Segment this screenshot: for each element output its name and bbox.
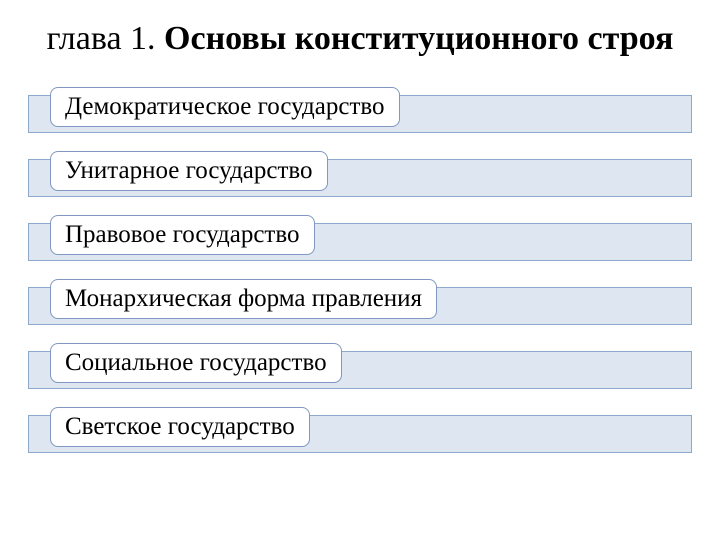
list-item: Унитарное государство bbox=[28, 153, 692, 197]
item-pill: Монархическая форма правления bbox=[50, 279, 437, 319]
list-item: Светское государство bbox=[28, 409, 692, 453]
item-pill: Унитарное государство bbox=[50, 151, 328, 191]
list-item: Демократическое государство bbox=[28, 89, 692, 133]
list-item: Социальное государство bbox=[28, 345, 692, 389]
item-pill: Светское государство bbox=[50, 407, 310, 447]
item-pill: Социальное государство bbox=[50, 343, 342, 383]
title-main: Основы конституционного строя bbox=[164, 20, 673, 57]
principles-list: Демократическое государство Унитарное го… bbox=[24, 89, 696, 453]
title-prefix: глава 1. bbox=[47, 20, 164, 57]
list-item: Монархическая форма правления bbox=[28, 281, 692, 325]
page-title: глава 1. Основы конституционного строя bbox=[24, 18, 696, 61]
item-pill: Правовое государство bbox=[50, 215, 315, 255]
item-pill: Демократическое государство bbox=[50, 87, 400, 127]
list-item: Правовое государство bbox=[28, 217, 692, 261]
